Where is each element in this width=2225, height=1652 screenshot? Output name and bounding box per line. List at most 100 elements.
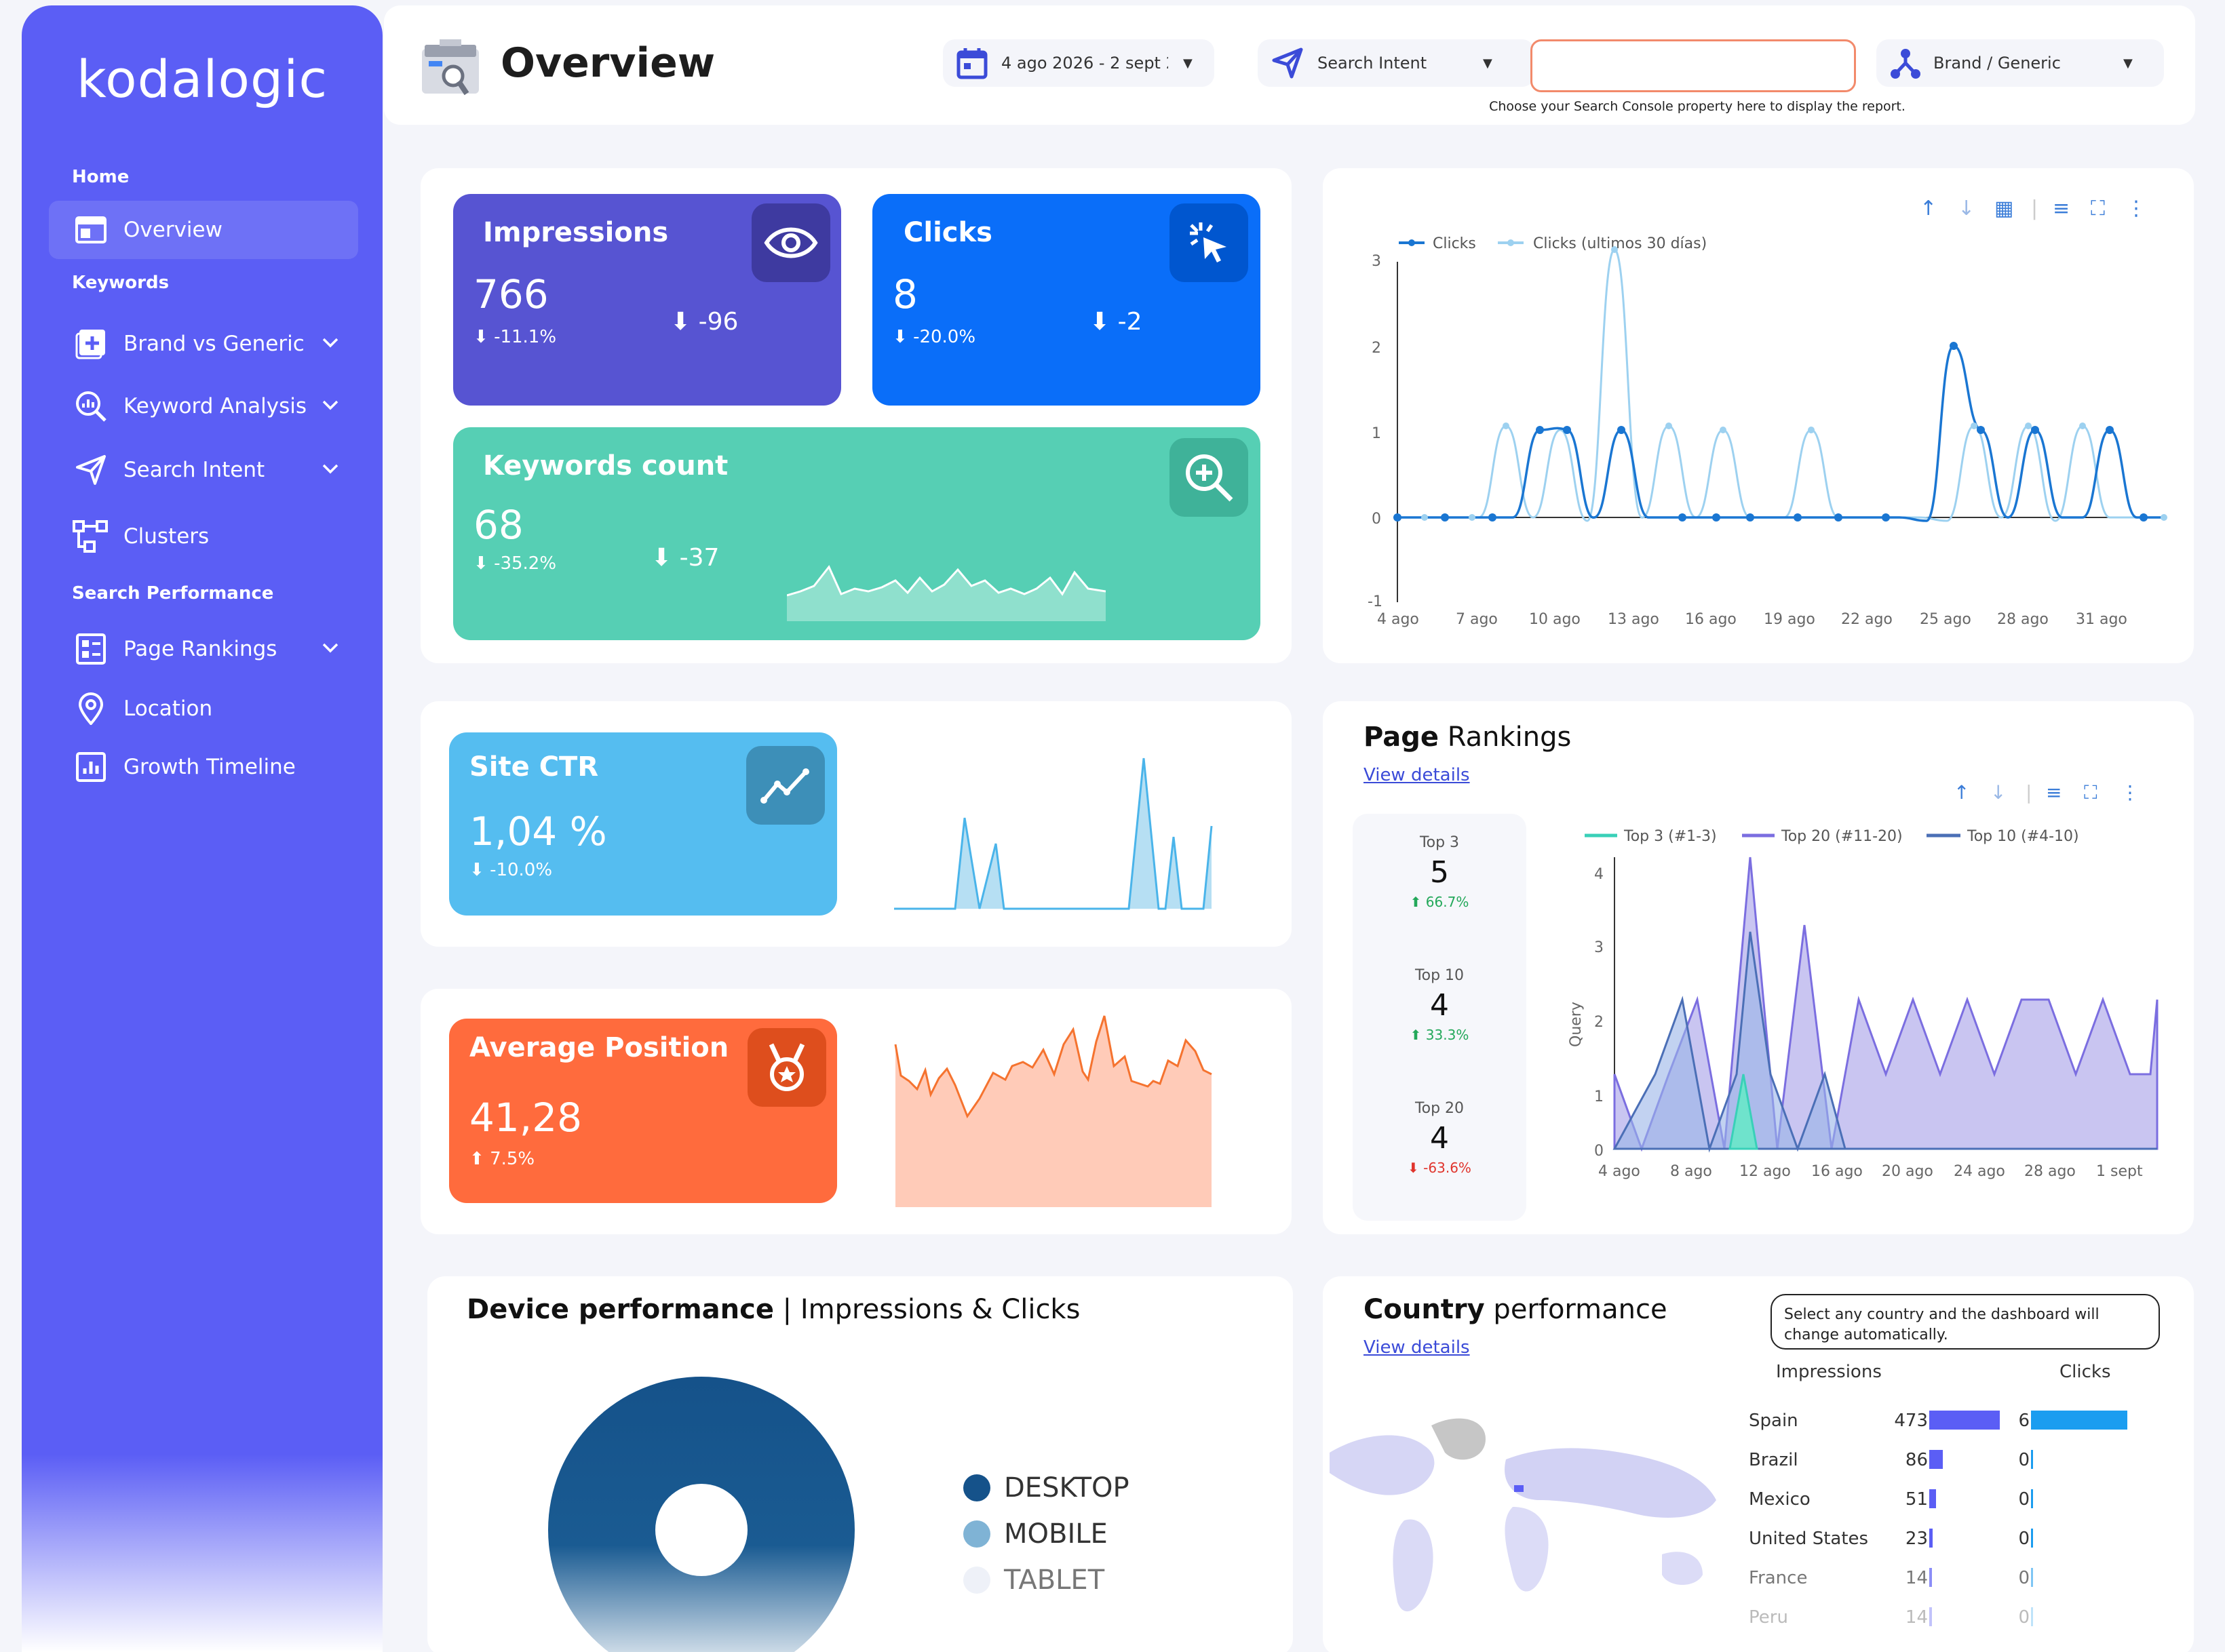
date-range-picker[interactable]: 4 ago 2026 - 2 sept 2 ▼: [943, 39, 1214, 87]
impressions-card[interactable]: Impressions 766 ⬇ -11.1% ⬇ -96: [453, 194, 841, 406]
sidebar-item-search-intent[interactable]: Search Intent: [49, 441, 358, 499]
filter-icon[interactable]: ≡: [2053, 197, 2070, 220]
sidebar-item-clusters[interactable]: Clusters: [49, 507, 358, 566]
column-header-clicks: Clicks: [2059, 1362, 2111, 1382]
chevron-down-icon[interactable]: [320, 458, 341, 479]
ctr-sparkline: [894, 758, 1213, 910]
drill-icon[interactable]: ▦: [1994, 197, 2014, 220]
site-ctr-card[interactable]: Site CTR 1,04 % ⬇ -10.0%: [449, 732, 837, 916]
legend-clicks: Clicks: [1433, 235, 1476, 252]
sidebar-item-label: Brand vs Generic: [123, 332, 305, 356]
svg-text:8 ago: 8 ago: [1670, 1163, 1712, 1180]
svg-text:25 ago: 25 ago: [1920, 611, 1971, 628]
sidebar-item-growth-timeline[interactable]: Growth Timeline: [49, 738, 358, 796]
table-row[interactable]: Brazil 86 0: [1749, 1442, 2183, 1481]
more-options-icon[interactable]: ⋮: [2126, 197, 2146, 220]
fullscreen-icon[interactable]: ⛶: [2091, 197, 2105, 220]
rankings-toolbar: ↑ ↓ | ≡ ⛶ ⋮: [1954, 781, 2171, 811]
country-info-note: Select any country and the dashboard wil…: [1771, 1294, 2160, 1350]
svg-text:Top 3 (#1-3): Top 3 (#1-3): [1623, 828, 1717, 845]
country-view-details-link[interactable]: View details: [1363, 1337, 1470, 1358]
branch-icon: [1891, 49, 1920, 79]
more-options-icon[interactable]: ⋮: [2121, 781, 2140, 804]
brand-generic-dropdown[interactable]: Brand / Generic ▼: [1876, 39, 2164, 87]
svg-text:0: 0: [1594, 1143, 1604, 1160]
device-performance-panel: Device performance | Impressions & Click…: [427, 1276, 1293, 1652]
x-ticks: 4 ago 7 ago 10 ago 13 ago 16 ago 19 ago …: [1377, 611, 2127, 628]
medal-icon: [748, 1028, 826, 1107]
magnify-chart-icon: [72, 387, 110, 425]
sort-ascending-icon[interactable]: ↑: [1920, 197, 1937, 220]
search-console-icon: [419, 37, 482, 99]
svg-text:13 ago: 13 ago: [1608, 611, 1659, 628]
eye-icon: [752, 203, 830, 282]
sort-descending-icon[interactable]: ↓: [1958, 197, 1975, 220]
svg-text:3: 3: [1594, 939, 1604, 956]
impressions-bar: [1929, 1489, 1936, 1508]
search-intent-dropdown[interactable]: Search Intent ▼: [1258, 39, 1534, 87]
legend-mobile: MOBILE: [963, 1511, 1129, 1557]
site-ctr-value: 1,04 %: [469, 808, 607, 854]
search-console-property-input[interactable]: [1530, 39, 1856, 92]
y-tick: -1: [1368, 593, 1382, 610]
table-row[interactable]: France 14 0: [1749, 1560, 2183, 1599]
table-row[interactable]: Peru 14 0: [1749, 1599, 2183, 1630]
sidebar-section-keywords: Keywords: [72, 273, 170, 293]
filter-icon[interactable]: ≡: [2046, 781, 2062, 804]
series-clicks: [1397, 345, 2164, 522]
chevron-down-icon[interactable]: [320, 637, 341, 658]
average-position-value: 41,28: [469, 1095, 583, 1141]
sidebar-section-home: Home: [72, 167, 130, 187]
sidebar: kodalogic Home Overview Keywords Brand v…: [22, 5, 383, 1652]
svg-text:28 ago: 28 ago: [1997, 611, 2049, 628]
clicks-title: Clicks: [904, 217, 992, 248]
table-row[interactable]: Spain 473 6: [1749, 1402, 2183, 1442]
sort-descending-icon[interactable]: ↓: [1990, 781, 2007, 804]
device-legend: DESKTOP MOBILE TABLET: [963, 1465, 1129, 1603]
cursor-click-icon: [1169, 203, 1248, 282]
dropdown-arrow-icon: ▼: [1183, 56, 1193, 71]
clicks-chart-panel: ↑ ↓ ▦ | ≡ ⛶ ⋮ Clicks Clicks (ultimos 30 …: [1323, 168, 2194, 663]
chart-toolbar: ↑ ↓ ▦ | ≡ ⛶ ⋮: [1920, 197, 2164, 228]
sidebar-item-brand-vs-generic[interactable]: Brand vs Generic: [49, 315, 358, 373]
keywords-count-delta-pct: ⬇ -35.2%: [473, 553, 557, 574]
clicks-card[interactable]: Clicks 8 ⬇ -20.0% ⬇ -2: [872, 194, 1260, 406]
svg-text:4 ago: 4 ago: [1377, 611, 1419, 628]
average-position-delta-pct: ⬆ 7.5%: [469, 1149, 535, 1169]
legend-tablet: TABLET: [963, 1557, 1129, 1603]
clicks-delta-abs: ⬇ -2: [1089, 308, 1142, 336]
chart-legend: Top 3 (#1-3) Top 20 (#11-20) Top 10 (#4-…: [1585, 828, 2079, 845]
dropdown-arrow-icon: ▼: [2123, 56, 2133, 71]
impressions-bar: [1929, 1411, 2000, 1430]
toolbar-divider: |: [2026, 781, 2032, 804]
impressions-bar: [1929, 1529, 1933, 1548]
keywords-count-delta-abs: ⬇ -37: [651, 544, 720, 572]
page-rankings-view-details-link[interactable]: View details: [1363, 765, 1470, 785]
sort-ascending-icon[interactable]: ↑: [1954, 781, 1970, 804]
device-donut-chart[interactable]: [547, 1375, 859, 1652]
chart-legend: Clicks Clicks (ultimos 30 días): [1399, 235, 1707, 252]
date-range-value: 4 ago 2026 - 2 sept 2: [1001, 54, 1168, 73]
chevron-down-icon[interactable]: [320, 395, 341, 415]
sidebar-item-location[interactable]: Location: [49, 680, 358, 738]
sidebar-item-keyword-analysis[interactable]: Keyword Analysis: [49, 377, 358, 435]
table-row[interactable]: United States 23 0: [1749, 1520, 2183, 1560]
page-icon: [72, 630, 110, 668]
clicks-bar: [2031, 1568, 2033, 1587]
layout-icon: [72, 211, 110, 249]
keywords-count-value: 68: [473, 502, 524, 548]
series-top10: [1612, 931, 2157, 1153]
stat-top20: Top 20 4 ⬇ -63.6%: [1408, 1100, 1471, 1176]
sidebar-item-page-rankings[interactable]: Page Rankings: [49, 620, 358, 678]
table-row[interactable]: Mexico 51 0: [1749, 1481, 2183, 1520]
dropdown-arrow-icon: ▼: [1483, 56, 1492, 71]
svg-text:10 ago: 10 ago: [1529, 611, 1581, 628]
keywords-count-card[interactable]: Keywords count 68 ⬇ -35.2% ⬇ -37: [453, 427, 1260, 640]
world-map[interactable]: [1323, 1405, 1730, 1649]
chevron-down-icon[interactable]: [320, 332, 341, 353]
sidebar-item-overview[interactable]: Overview: [49, 201, 358, 259]
fullscreen-icon[interactable]: ⛶: [2084, 781, 2097, 804]
sidebar-item-label: Growth Timeline: [123, 755, 296, 779]
average-position-card[interactable]: Average Position 41,28 ⬆ 7.5%: [449, 1019, 837, 1203]
sidebar-item-label: Overview: [123, 218, 222, 242]
